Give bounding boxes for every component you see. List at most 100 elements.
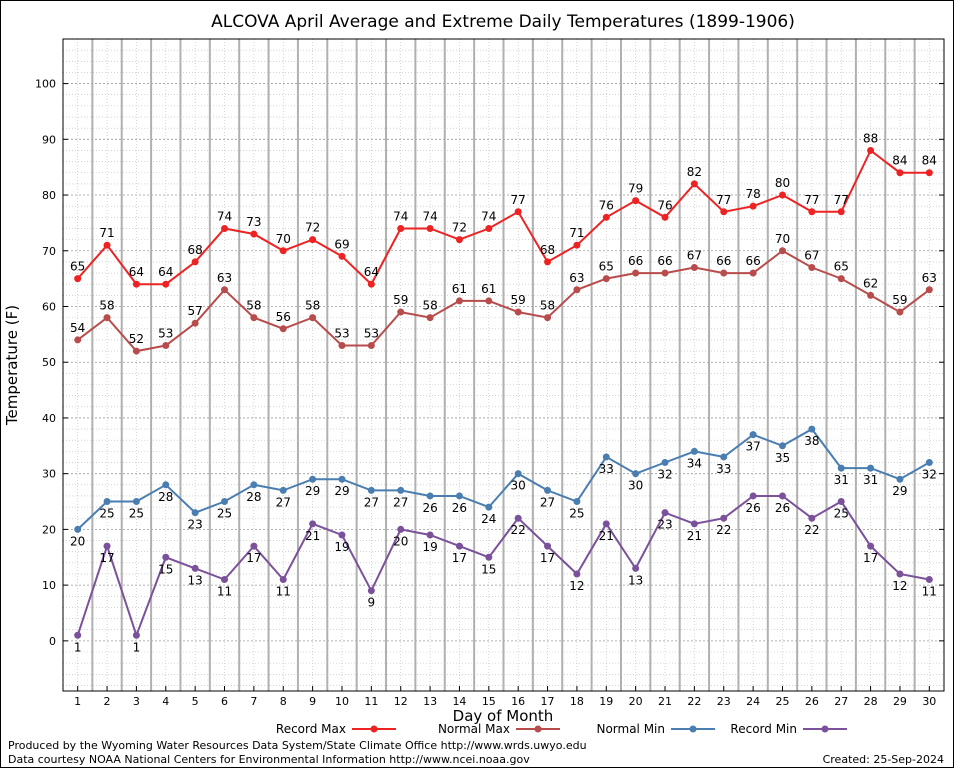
record-max-point	[544, 258, 552, 266]
x-tick-label: 11	[364, 695, 378, 708]
grid-layer	[63, 38, 944, 691]
record-min-data-label: 11	[276, 585, 291, 599]
x-tick-label: 25	[775, 695, 789, 708]
normal-max-point	[602, 275, 610, 283]
normal-max-point	[191, 319, 199, 327]
record-max-point	[455, 236, 463, 244]
record-min-point	[602, 520, 610, 528]
normal-max-point	[455, 297, 463, 305]
x-tick-label: 7	[250, 695, 257, 708]
normal-min-point	[720, 453, 728, 461]
normal-min-data-label: 30	[511, 479, 526, 493]
record-max-data-label: 84	[892, 154, 907, 168]
normal-max-data-label: 53	[334, 326, 349, 340]
y-tick-label: 90	[42, 133, 56, 146]
normal-min-data-label: 27	[540, 495, 555, 509]
normal-min-point	[103, 498, 111, 506]
normal-min-point	[661, 459, 669, 467]
footer-credit-line: Produced by the Wyoming Water Resources …	[8, 739, 587, 752]
record-max-data-label: 77	[834, 193, 849, 207]
record-min-data-label: 26	[745, 501, 760, 515]
normal-max-point	[103, 314, 111, 322]
normal-max-data-label: 63	[922, 271, 937, 285]
normal-min-point	[485, 503, 493, 511]
normal-max-data-label: 53	[158, 326, 173, 340]
normal-min-data-label: 38	[804, 434, 819, 448]
normal-max-data-label: 58	[305, 299, 320, 313]
record-min-data-label: 25	[834, 507, 849, 521]
normal-min-point	[925, 459, 933, 467]
normal-max-data-label: 66	[628, 254, 643, 268]
record-min-data-label: 17	[246, 551, 261, 565]
record-min-point	[221, 576, 229, 584]
normal-min-point	[162, 481, 170, 489]
normal-min-point	[690, 447, 698, 455]
record-max-point	[279, 247, 287, 255]
normal-max-point	[162, 341, 170, 349]
normal-max-data-label: 65	[834, 260, 849, 274]
normal-min-data-label: 25	[217, 507, 232, 521]
x-tick-label: 16	[511, 695, 525, 708]
y-tick-label: 80	[42, 189, 56, 202]
normal-min-point	[397, 486, 405, 494]
x-tick-label: 1	[74, 695, 81, 708]
record-min-point	[573, 570, 581, 578]
normal-max-point	[367, 341, 375, 349]
record-min-point	[455, 542, 463, 550]
normal-min-data-label: 28	[158, 490, 173, 504]
plot-border	[62, 38, 945, 692]
normal-max-point	[426, 314, 434, 322]
record-min-point	[309, 520, 317, 528]
normal-max-point	[720, 269, 728, 277]
x-tick-label: 9	[309, 695, 316, 708]
legend-label-normal-max: Normal Max	[438, 722, 510, 736]
record-max-data-label: 64	[364, 265, 379, 279]
normal-max-data-label: 63	[217, 271, 232, 285]
record-max-point	[338, 252, 346, 260]
normal-min-point	[867, 464, 875, 472]
normal-min-point	[632, 470, 640, 478]
normal-min-point	[749, 431, 757, 439]
normal-min-data-label: 32	[922, 468, 937, 482]
normal-min-data-label: 30	[628, 479, 643, 493]
x-tick-label: 10	[335, 695, 349, 708]
normal-min-data-label: 31	[863, 473, 878, 487]
footer-data-source: Data courtesy NOAA National Centers for …	[8, 753, 530, 766]
record-min-point	[661, 509, 669, 517]
record-min-data-label: 12	[892, 579, 907, 593]
normal-max-data-label: 58	[540, 299, 555, 313]
record-max-data-label: 74	[481, 209, 496, 223]
normal-min-point	[514, 470, 522, 478]
record-min-data-label: 13	[188, 573, 203, 587]
record-max-data-label: 69	[334, 237, 349, 251]
record-max-point	[690, 180, 698, 188]
record-min-data-label: 23	[657, 518, 672, 532]
footer-created-date: Created: 25-Sep-2024	[823, 753, 944, 766]
normal-min-point	[74, 525, 82, 533]
normal-min-data-label: 29	[305, 484, 320, 498]
record-min-data-label: 13	[628, 573, 643, 587]
normal-min-point	[426, 492, 434, 500]
record-max-data-label: 88	[863, 131, 878, 145]
record-min-line	[76, 495, 930, 639]
record-min-point	[279, 576, 287, 584]
record-min-point	[191, 564, 199, 572]
record-max-point	[867, 146, 875, 154]
legend-label-record-max: Record Max	[276, 722, 346, 736]
legend-marker-record-max	[370, 725, 378, 733]
record-min-point	[250, 542, 258, 550]
record-max-point	[103, 241, 111, 249]
x-tick-label: 15	[482, 695, 496, 708]
record-max-point	[808, 208, 816, 216]
record-max-data-label: 74	[393, 209, 408, 223]
record-min-data-label: 11	[922, 585, 937, 599]
x-tick-label: 17	[541, 695, 555, 708]
normal-max-point	[514, 308, 522, 316]
record-min-data-label: 12	[569, 579, 584, 593]
normal-max-point	[279, 325, 287, 333]
normal-min-line	[77, 427, 930, 531]
normal-max-point	[573, 286, 581, 294]
record-min-data-label: 17	[863, 551, 878, 565]
record-max-data-label: 74	[217, 209, 232, 223]
